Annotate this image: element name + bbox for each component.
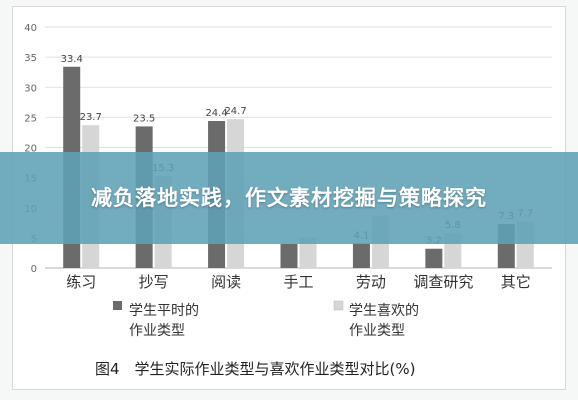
legend-label-series-2-line2: 作业类型 <box>349 323 405 339</box>
x-tick-label: 练习 <box>66 273 96 291</box>
bar-series-1 <box>280 243 298 268</box>
data-label: 23.5 <box>133 113 155 124</box>
x-tick-label: 手工 <box>283 273 313 291</box>
x-tick-label: 阅读 <box>211 273 241 291</box>
data-label: 24.4 <box>205 108 227 119</box>
data-label: 23.7 <box>80 112 102 123</box>
banner-title: 减负落地实践，作文素材挖掘与策略探究 <box>91 186 487 210</box>
title-banner: 减负落地实践，作文素材挖掘与策略探究 <box>0 152 578 244</box>
y-tick-label: 20 <box>24 144 37 155</box>
x-tick-label: 其它 <box>501 273 531 291</box>
y-tick-label: 0 <box>31 264 37 275</box>
chart-caption: 图4 学生实际作业类型与喜欢作业类型对比(%) <box>95 360 416 378</box>
y-tick-label: 25 <box>24 113 37 124</box>
legend-label-series-2-line1: 学生喜欢的 <box>349 303 419 319</box>
legend-label-series-1-line1: 学生平时的 <box>129 303 199 319</box>
x-tick-label: 劳动 <box>356 273 386 291</box>
x-tick-label: 抄写 <box>139 273 169 291</box>
legend-label-series-1-line2: 作业类型 <box>129 323 185 339</box>
x-tick-label: 调查研究 <box>413 273 473 291</box>
x-axis-ticks: 练习 抄写 阅读 手工 劳动 调查研究 其它 <box>66 273 531 291</box>
data-label: 24.7 <box>224 106 246 117</box>
legend-swatch-series-2 <box>333 300 344 311</box>
y-tick-label: 30 <box>24 83 37 94</box>
bar-series-1 <box>352 243 370 268</box>
y-tick-label: 40 <box>24 23 37 34</box>
bar-series-1 <box>425 248 443 268</box>
legend-swatch-series-1 <box>113 301 122 310</box>
bar-series-2 <box>299 237 317 268</box>
data-label: 33.4 <box>61 54 83 65</box>
y-tick-label: 35 <box>24 53 37 64</box>
